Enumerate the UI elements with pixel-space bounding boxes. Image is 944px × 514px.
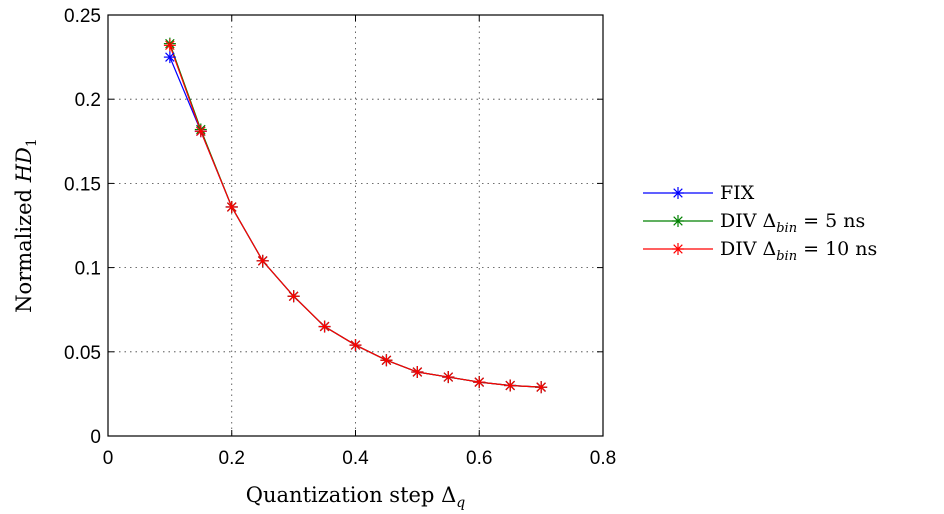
data-point-marker bbox=[380, 354, 393, 367]
data-point-marker bbox=[256, 254, 269, 267]
legend-label-tail: = 5 ns bbox=[797, 210, 865, 232]
data-point-marker bbox=[194, 125, 207, 138]
legend-label-main: FIX bbox=[720, 182, 755, 204]
data-point-marker bbox=[442, 371, 455, 384]
data-point-marker bbox=[672, 187, 684, 199]
y-tick-label: 0.25 bbox=[64, 6, 101, 27]
legend-label-subscript: bin bbox=[776, 221, 797, 236]
series-line bbox=[169, 43, 542, 388]
data-point-marker bbox=[318, 320, 331, 333]
y-tick-label: 0.2 bbox=[75, 90, 101, 111]
data-point-marker bbox=[504, 379, 517, 392]
legend-label: DIV Δbin = 10 ns bbox=[720, 238, 877, 264]
data-point-marker bbox=[287, 290, 300, 303]
y-axis-label-subscript: 1 bbox=[24, 138, 40, 147]
data-point-marker bbox=[473, 376, 486, 389]
series-layer bbox=[163, 37, 548, 394]
y-axis-label-var: HD bbox=[12, 147, 36, 183]
data-point-marker bbox=[672, 243, 684, 255]
data-point-marker bbox=[163, 39, 176, 52]
x-tick-label: 0 bbox=[103, 448, 114, 469]
data-point-marker bbox=[163, 51, 176, 64]
data-point-marker bbox=[672, 215, 684, 227]
x-tick-label: 0.6 bbox=[466, 448, 492, 469]
x-axis-label-text: Quantization step Δ bbox=[246, 483, 456, 507]
series-line bbox=[169, 45, 542, 388]
y-tick-label: 0.05 bbox=[64, 343, 101, 364]
y-axis-label-text: Normalized bbox=[12, 182, 36, 313]
series-line bbox=[169, 56, 542, 388]
legend-label: DIV Δbin = 5 ns bbox=[720, 210, 865, 236]
legend-label-main: DIV Δ bbox=[720, 238, 776, 260]
x-tick-label: 0.8 bbox=[590, 448, 616, 469]
legend-label-main: DIV Δ bbox=[720, 210, 776, 232]
data-point-marker bbox=[411, 366, 424, 379]
legend-item: DIV Δbin = 10 ns bbox=[643, 238, 877, 264]
x-axis-label: Quantization step Δq bbox=[246, 483, 465, 511]
x-tick-label: 0.2 bbox=[219, 448, 245, 469]
legend-label-tail: = 10 ns bbox=[797, 238, 877, 260]
legend-item: DIV Δbin = 5 ns bbox=[643, 210, 865, 236]
legend-item: FIX bbox=[643, 182, 755, 204]
data-point-marker bbox=[225, 200, 238, 213]
x-tick-label: 0.4 bbox=[342, 448, 369, 469]
axis-ticks: 0 0.2 0.4 0.6 0.8 0 0.05 0.1 0.15 0.2 0.25 bbox=[64, 6, 616, 469]
y-axis-label: Normalized HD1 bbox=[12, 138, 40, 313]
legend-label-subscript: bin bbox=[776, 249, 797, 264]
y-tick-label: 0 bbox=[90, 427, 101, 448]
data-point-marker bbox=[349, 339, 362, 352]
x-axis-label-subscript: q bbox=[456, 495, 465, 511]
legend-label: FIX bbox=[720, 182, 755, 204]
y-tick-label: 0.15 bbox=[64, 174, 101, 195]
data-point-marker bbox=[535, 381, 548, 394]
y-tick-label: 0.1 bbox=[75, 259, 101, 280]
